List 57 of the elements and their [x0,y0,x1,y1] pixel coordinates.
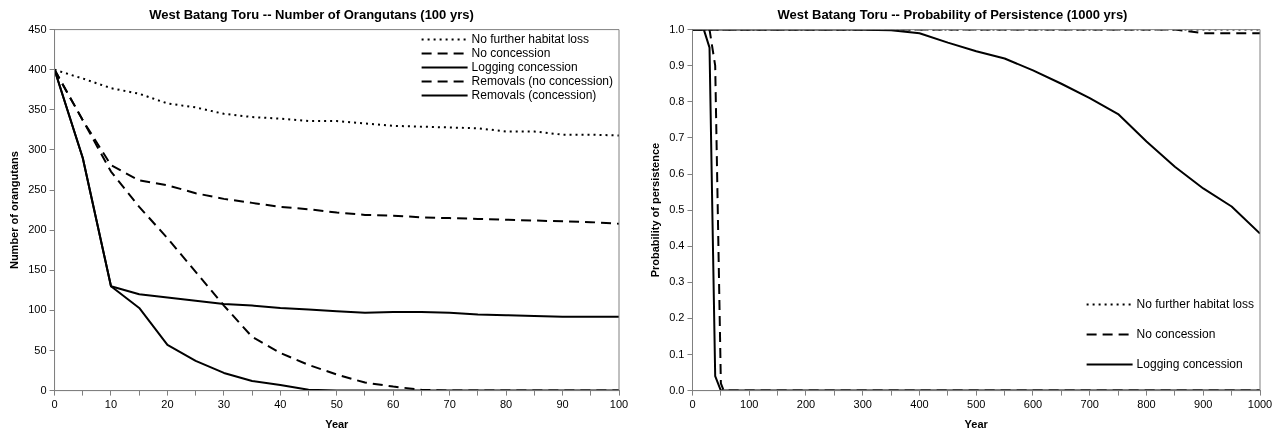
y-tick-label: 300 [28,142,47,155]
x-tick-label: 50 [330,398,343,411]
legend-label: No further habitat loss [1136,296,1255,311]
y-tick-label: 200 [28,223,47,236]
y-tick-label: 0.1 [669,347,685,360]
x-axis-title: Year [964,418,989,431]
x-tick-label: 400 [910,398,929,411]
legend-label: Removals (no concession) [471,73,614,88]
y-tick-label: 0.5 [669,203,685,216]
x-tick-label: 100 [740,398,759,411]
y-tick-label: 100 [28,303,47,316]
x-tick-label: 60 [387,398,400,411]
y-tick-label: 0.9 [669,58,685,71]
y-tick-label: 150 [28,263,47,276]
x-tick-label: 0 [689,398,696,411]
y-tick-label: 50 [34,343,47,356]
x-axis-title: Year [325,418,350,431]
x-tick-label: 200 [796,398,816,411]
x-tick-label: 70 [443,398,456,411]
y-tick-label: 400 [28,62,47,75]
legend-label: Logging concession [471,59,578,74]
x-tick-label: 40 [274,398,287,411]
x-tick-label: 800 [1137,398,1156,411]
y-tick-label: 1.0 [669,22,685,35]
y-tick-label: 350 [28,102,47,115]
x-tick-label: 90 [556,398,569,411]
y-tick-label: 0.0 [669,383,685,396]
y-tick-label: 0.8 [669,94,685,107]
y-tick-label: 0 [40,383,47,396]
x-tick-label: 100 [609,398,629,411]
x-tick-label: 900 [1194,398,1213,411]
y-tick-label: 0.7 [669,130,685,143]
y-tick-label: 250 [28,183,47,196]
chart-title: West Batang Toru -- Probability of Persistence (1000 yrs) [777,7,1128,23]
y-tick-label: 0.3 [669,275,685,288]
x-tick-label: 700 [1080,398,1099,411]
legend-label: No concession [471,45,551,60]
y-axis-title: Probability of persistence [648,142,661,278]
x-tick-label: 1000 [1247,398,1273,411]
x-tick-label: 10 [104,398,118,411]
chart-title: West Batang Toru -- Number of Orangutans (100 yrs) [149,7,474,23]
y-tick-label: 0.6 [669,167,685,180]
x-tick-label: 0 [51,398,58,411]
y-tick-label: 0.4 [669,239,685,252]
legend-label: Removals (concession) [471,87,597,102]
x-tick-label: 300 [853,398,872,411]
x-tick-label: 80 [499,398,513,411]
y-tick-label: 0.2 [669,311,685,324]
x-tick-label: 500 [967,398,986,411]
y-tick-label: 450 [28,22,47,35]
x-tick-label: 20 [161,398,174,411]
legend-label: No concession [1136,326,1216,341]
x-tick-label: 600 [1023,398,1043,411]
y-axis-title: Number of orangutans [7,151,20,270]
x-tick-label: 30 [217,398,231,411]
legend-label: Logging concession [1136,356,1243,371]
legend-label: No further habitat loss [471,31,590,46]
